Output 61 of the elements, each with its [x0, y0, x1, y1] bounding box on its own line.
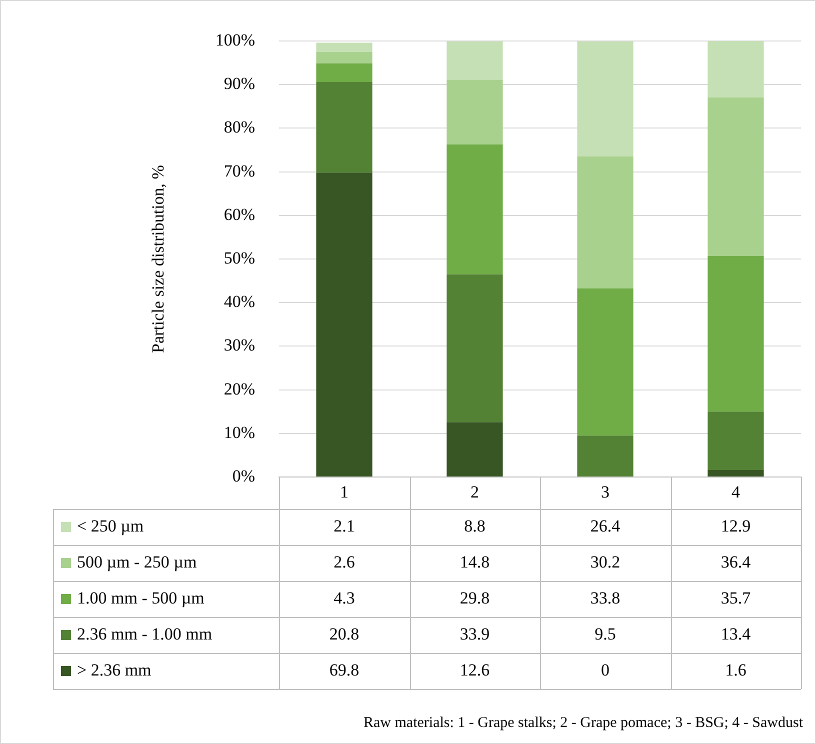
- data-label: 29.8: [460, 588, 490, 608]
- x-tick-label: 2: [470, 482, 479, 502]
- y-tick-label: 70%: [224, 161, 255, 180]
- data-label: 35.7: [720, 588, 752, 608]
- data-label: 33.8: [590, 588, 620, 608]
- bar: [446, 41, 503, 80]
- y-axis-title: Particle size distribution, %: [148, 165, 168, 353]
- data-label: 4.3: [334, 588, 355, 608]
- legend-label: 2.36 mm - 1.00 mm: [77, 624, 212, 644]
- data-label: 33.9: [460, 624, 490, 644]
- bar: [708, 412, 764, 470]
- data-label: 1.6: [725, 660, 746, 680]
- data-label: 36.4: [720, 552, 752, 572]
- data-label: 8.8: [464, 516, 486, 536]
- x-tick-label: 1: [340, 482, 348, 502]
- y-tick-label: 10%: [224, 422, 255, 442]
- x-tick-label: 3: [601, 482, 610, 502]
- x-tick-label: 4: [732, 482, 740, 502]
- y-tick-label: 100%: [215, 30, 255, 50]
- bar: [577, 156, 634, 288]
- bar: [577, 41, 634, 157]
- data-label: 2.1: [334, 516, 355, 536]
- y-tick-label: 20%: [224, 379, 255, 398]
- data-label: 20.8: [329, 624, 360, 644]
- data-label: 26.4: [590, 516, 621, 536]
- y-tick-label: 90%: [224, 74, 255, 94]
- legend-label: 1.00 mm - 500 µm: [77, 588, 204, 608]
- y-tick-label: 30%: [224, 336, 255, 355]
- bar: [316, 172, 372, 476]
- bar: [446, 422, 503, 476]
- text: Raw materials: 1 - Grape stalks; 2 - Grape pomace; 3 - BSG; 4 - Sawdust: [364, 714, 804, 731]
- bar: [446, 144, 503, 274]
- legend-label: < 250 µm: [77, 516, 144, 536]
- bar: [577, 436, 634, 476]
- data-label: 0: [601, 660, 610, 680]
- data-label: 12.9: [720, 516, 751, 536]
- data-label: 12.6: [460, 660, 490, 680]
- data-label: 13.4: [720, 624, 752, 644]
- data-label: 14.8: [460, 552, 490, 572]
- bar: [446, 274, 503, 422]
- bar: [708, 97, 764, 256]
- legend-label: 500 µm - 250 µm: [77, 552, 197, 572]
- data-label: 69.8: [329, 660, 360, 680]
- y-tick-label: 40%: [224, 292, 255, 312]
- bar: [316, 52, 372, 64]
- bar: [708, 470, 764, 476]
- legend-label: > 2.36 mm: [77, 660, 152, 680]
- bar: [446, 80, 503, 144]
- data-label: 30.2: [590, 552, 620, 572]
- y-tick-label: 80%: [224, 118, 255, 137]
- y-tick-label: 0%: [232, 466, 255, 486]
- bar: [316, 63, 372, 82]
- data-label: 2.6: [334, 552, 355, 572]
- bar: [577, 288, 634, 436]
- bar: [708, 41, 764, 98]
- y-tick-label: 60%: [224, 204, 255, 224]
- data-label: 9.5: [594, 624, 616, 644]
- bar: [316, 42, 372, 52]
- bar: [316, 82, 372, 173]
- bar: [708, 256, 764, 412]
- y-tick-label: 50%: [224, 248, 255, 268]
